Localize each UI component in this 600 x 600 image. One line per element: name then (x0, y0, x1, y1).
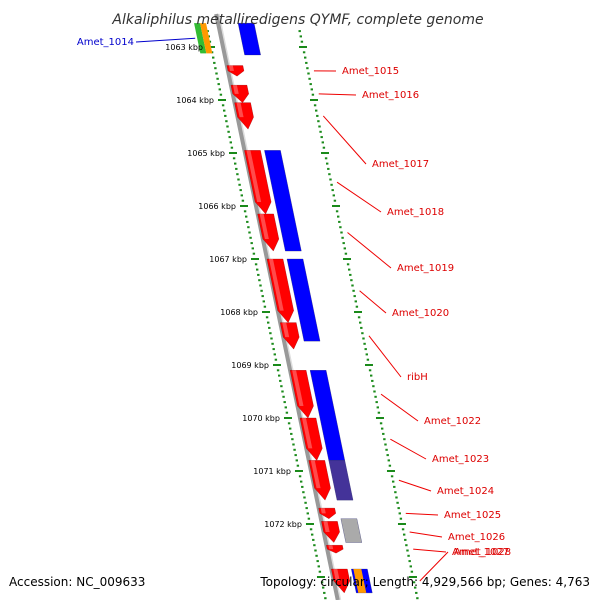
tick-label: 1069 kbp (231, 361, 269, 370)
label-leader (135, 37, 196, 43)
gene-label: Amet_1020 (392, 308, 449, 319)
cds-highlight (333, 569, 340, 581)
gene-label: Amet_1022 (424, 416, 481, 427)
feature-track (194, 23, 367, 593)
cds-highlight (246, 150, 262, 202)
cds-highlight (310, 460, 321, 489)
label-leader (380, 393, 419, 422)
reverse-cds-block (340, 518, 363, 543)
label-leader (336, 181, 382, 213)
map-title: Alkaliphilus metalliredigens QYMF, compl… (111, 12, 483, 28)
gene-label: Amet_1018 (387, 207, 444, 218)
cds-highlight (259, 213, 269, 240)
cds-highlight (320, 508, 326, 514)
label-leader (318, 93, 357, 96)
tick-label: 1065 kbp (187, 149, 225, 158)
tick-labels: 1063 kbp 1064 kbp 1065 kbp 1066 kbp 1067 kbp… (165, 43, 302, 529)
accession-text: Accession: NC_009633 (9, 575, 145, 589)
gene-label: Amet_1026 (448, 532, 505, 543)
label-leader (419, 551, 449, 582)
gene-label: Amet_1015 (342, 66, 399, 77)
gene-label: Amet_1024 (437, 486, 494, 497)
feature-block (353, 569, 367, 593)
reverse-cds-block (286, 258, 321, 342)
feature-block (200, 23, 213, 54)
label-leader (409, 531, 443, 538)
cds-highlight (268, 259, 284, 311)
gene-label: Amet_1023 (432, 454, 489, 465)
cds-highlight (236, 102, 244, 118)
label-leader (405, 512, 439, 516)
tick-label: 1064 kbp (176, 96, 214, 105)
gene-labels: Amet_1014 Amet_1015 Amet_1016 Amet_1017 Amet… (77, 37, 511, 558)
gene-label: Amet_1025 (444, 510, 501, 521)
tick-label: 1072 kbp (264, 520, 302, 529)
tick-label: 1071 kbp (253, 467, 291, 476)
gene-label: Amet_1014 (77, 37, 134, 48)
tick-label: 1063 kbp (165, 43, 203, 52)
tick-track (206, 30, 419, 600)
gene-label: ribH (407, 372, 428, 383)
gene-label: Amet_1027 (452, 547, 509, 558)
topology-text: Topology: circular; Length: 4,929,566 bp… (259, 575, 590, 589)
label-leader (347, 232, 392, 269)
reverse-cds-block (328, 460, 354, 501)
gene-label: Amet_1028 (454, 547, 511, 558)
label-leader (398, 479, 432, 492)
cds-highlight (232, 85, 239, 94)
cds-highlight (323, 521, 330, 532)
cds-highlight (328, 545, 334, 550)
gene-label: Amet_1016 (362, 90, 419, 101)
gene-label: Amet_1019 (397, 263, 454, 274)
reverse-strand-track (237, 22, 373, 594)
forward-strand-track (226, 65, 350, 594)
label-leader (322, 115, 367, 165)
tick-label: 1070 kbp (242, 414, 280, 423)
tick-label: 1067 kbp (209, 255, 247, 264)
cds-highlight (228, 65, 234, 71)
cds-highlight (282, 322, 290, 338)
feature-block (194, 23, 207, 54)
label-leader (359, 290, 387, 314)
label-leader (390, 438, 427, 460)
cds-highlight (301, 418, 313, 449)
label-leader (413, 548, 447, 553)
reverse-cds-block (264, 150, 302, 252)
reverse-cds-block (237, 22, 261, 56)
label-leaders (135, 37, 449, 582)
tick-label: 1068 kbp (220, 308, 258, 317)
tick-label: 1066 kbp (198, 202, 236, 211)
cds-highlight (292, 370, 304, 406)
gene-label: Amet_1017 (372, 159, 429, 170)
label-leader (368, 335, 402, 378)
